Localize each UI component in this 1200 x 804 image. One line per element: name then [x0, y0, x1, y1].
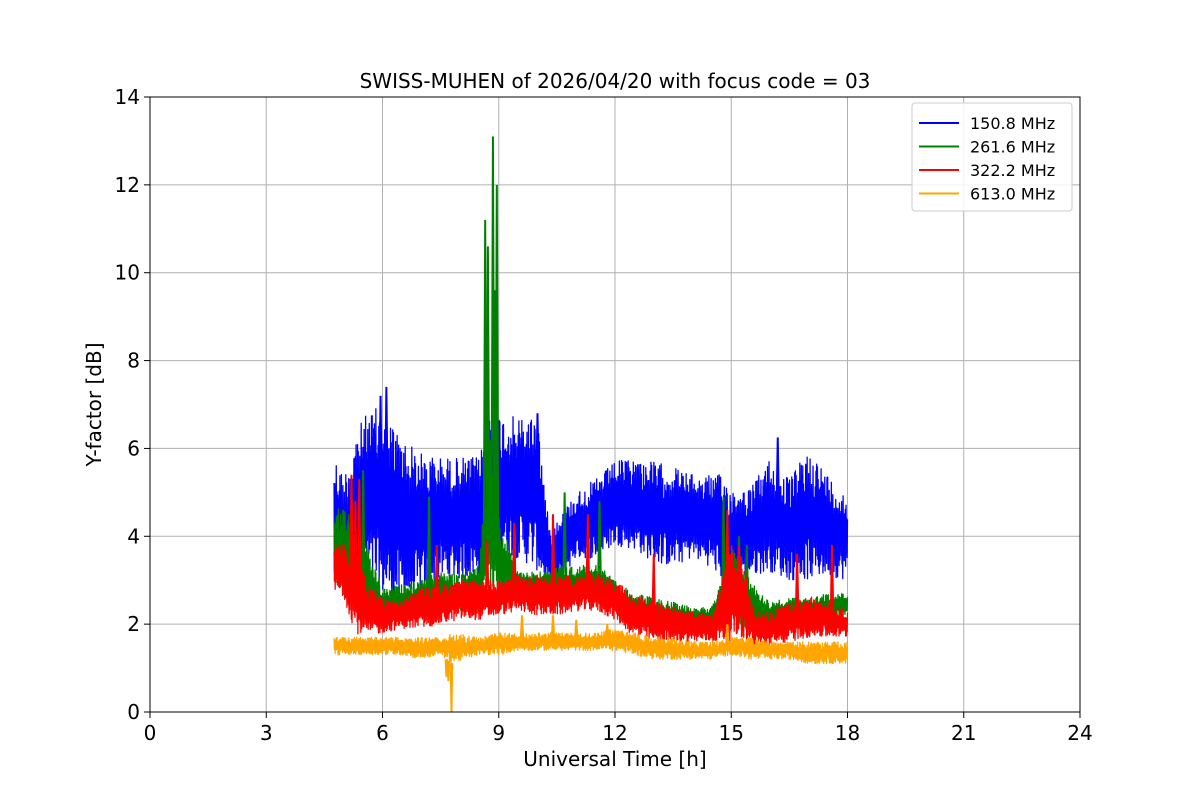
series-peak: [384, 386, 389, 506]
series-peak: [585, 514, 591, 593]
series-peak: [349, 474, 354, 584]
series-dip: [449, 663, 454, 713]
series-peak: [651, 553, 657, 622]
series-peak: [725, 509, 730, 601]
series-peak: [426, 496, 432, 596]
y-tick-label: 0: [127, 700, 140, 724]
legend: 150.8 MHz 261.6 MHz 322.2 MHz 613.0 MHz: [911, 102, 1073, 212]
series-peak: [573, 619, 579, 642]
series-peak: [721, 496, 726, 598]
series-peak: [356, 479, 362, 596]
legend-entry: 150.8 MHz: [970, 114, 1055, 133]
series-line: [333, 543, 849, 647]
x-tick-label: 15: [719, 721, 744, 745]
series-peak: [434, 545, 440, 606]
legend-box: [911, 102, 1073, 212]
y-tick-label: 14: [115, 85, 140, 109]
series-peak: [485, 246, 491, 519]
x-tick-label: 3: [260, 721, 273, 745]
legend-entry: 322.2 MHz: [970, 161, 1055, 180]
series-peak: [775, 437, 781, 521]
series-peak: [550, 514, 556, 596]
y-tick-label: 10: [115, 261, 140, 285]
series-peak: [829, 545, 835, 621]
x-tick-label: 24: [1067, 721, 1092, 745]
x-tick-label: 18: [835, 721, 860, 745]
legend-entry: 261.6 MHz: [970, 138, 1055, 157]
series-peak: [562, 492, 567, 583]
series-peak: [550, 615, 556, 642]
series-peak: [736, 545, 742, 597]
series-peak: [492, 290, 498, 538]
y-tick-label: 8: [127, 349, 140, 373]
x-axis-label: Universal Time [h]: [523, 747, 706, 771]
series-peak: [484, 540, 490, 600]
series-peak: [360, 470, 366, 581]
series-peak: [519, 615, 525, 642]
y-tick-label: 4: [127, 524, 140, 548]
series-peak: [511, 523, 517, 595]
y-tick-label: 2: [127, 612, 140, 636]
x-tick-label: 6: [376, 721, 389, 745]
x-tick-label: 0: [144, 721, 157, 745]
series-line: [333, 408, 849, 606]
series-peak: [604, 624, 610, 641]
y-axis-label: Y-factor [dB]: [82, 342, 106, 467]
series-line: [333, 629, 849, 665]
series-peak: [794, 553, 800, 621]
series-dip: [446, 660, 451, 682]
series-peak: [535, 413, 540, 493]
series-322-2-mhz: [333, 474, 849, 647]
x-tick-label: 12: [602, 721, 627, 745]
series-peak: [725, 624, 730, 648]
chart-title: SWISS-MUHEN of 2026/04/20 with focus cod…: [360, 69, 871, 93]
y-tick-label: 6: [127, 436, 140, 460]
legend-entry: 613.0 MHz: [970, 185, 1055, 204]
x-tick-label: 9: [492, 721, 505, 745]
series-peak: [378, 395, 383, 501]
y-tick-label: 12: [115, 173, 140, 197]
x-tick-label: 21: [951, 721, 976, 745]
series-layer: [333, 136, 849, 713]
series-peak: [597, 501, 602, 584]
series-peak: [353, 501, 358, 590]
